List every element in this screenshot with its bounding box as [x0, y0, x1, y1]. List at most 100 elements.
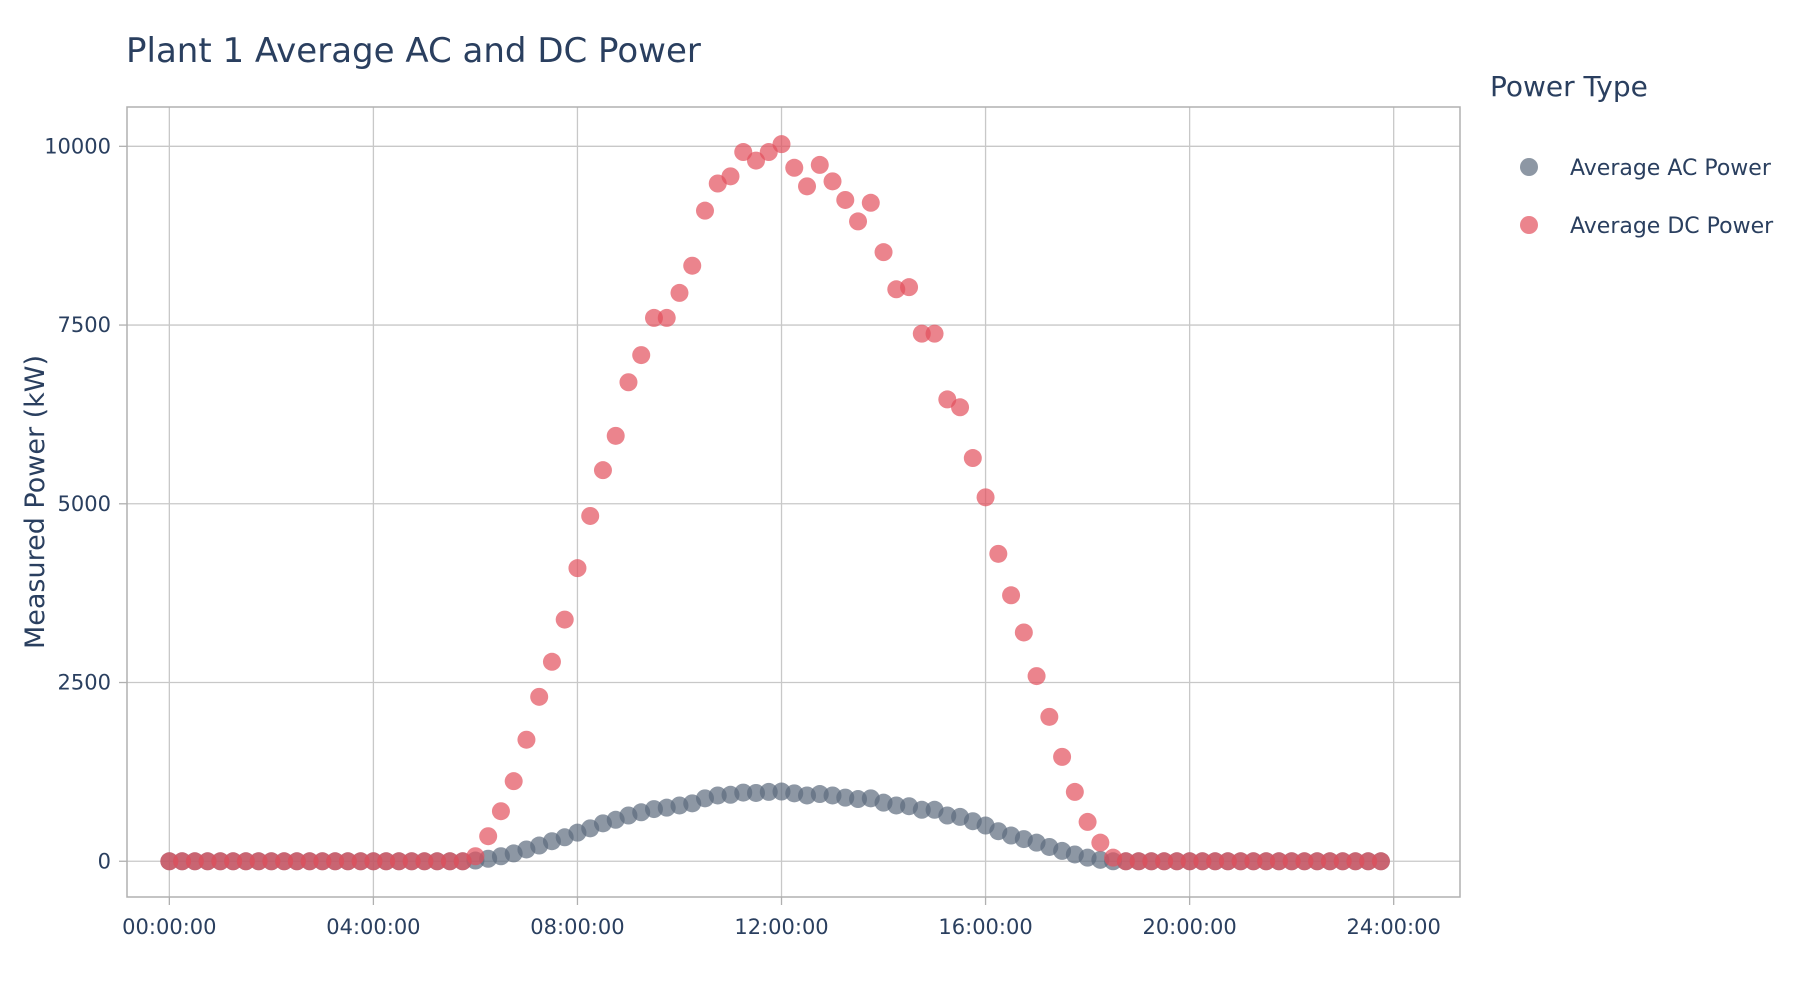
data-point-dc [1231, 852, 1250, 871]
data-point-dc [1027, 667, 1046, 686]
data-point-dc [1359, 852, 1378, 871]
data-point-dc [734, 143, 753, 162]
legend-label-dc: Average DC Power [1570, 214, 1774, 239]
data-point-dc [1116, 852, 1135, 871]
data-point-dc [951, 398, 970, 417]
x-tick-label: 16:00:00 [938, 915, 1032, 939]
data-point-dc [1002, 586, 1021, 605]
data-point-ac [912, 800, 931, 819]
plot-frame [126, 106, 1461, 898]
data-point-dc [849, 212, 868, 231]
data-point-dc [619, 373, 638, 392]
data-point-dc [338, 852, 357, 871]
data-point-dc [415, 852, 434, 871]
y-axis-ticks: 0 2500 5000 7500 10000 [44, 134, 127, 873]
data-point-dc [810, 155, 829, 174]
data-point-dc [326, 852, 345, 871]
data-point-dc [581, 506, 600, 525]
data-point-dc [785, 158, 804, 177]
data-point-dc [236, 852, 255, 871]
y-tick-label: 0 [98, 849, 111, 873]
data-point-dc [1129, 852, 1148, 871]
data-point-dc [568, 559, 587, 578]
data-point-ac [708, 786, 727, 805]
data-point-dc [1180, 852, 1199, 871]
data-point-dc [989, 544, 1008, 563]
data-point-dc [823, 172, 842, 191]
data-point-dc [657, 308, 676, 327]
y-axis-title: Measured Power (kW) [20, 355, 51, 649]
data-point-dc [1244, 852, 1263, 871]
y-tick-label: 7500 [58, 313, 111, 337]
data-point-ac [734, 783, 753, 802]
data-point-dc [185, 852, 204, 871]
data-point-dc [491, 802, 510, 821]
data-point-dc [313, 852, 332, 871]
data-point-dc [389, 852, 408, 871]
data-point-dc [173, 852, 192, 871]
data-point-dc [287, 852, 306, 871]
legend-marker-dc [1520, 216, 1538, 234]
data-point-dc [249, 852, 268, 871]
data-point-dc [721, 167, 740, 186]
legend-title: Power Type [1490, 70, 1648, 103]
legend-item-average-dc-power[interactable]: Average DC Power [1520, 214, 1774, 239]
data-point-dc [593, 461, 612, 480]
data-point-dc [1320, 852, 1339, 871]
x-axis-ticks: 00:00:00 04:00:00 08:00:00 12:00:00 16:00:00… [122, 897, 1441, 939]
data-point-dc [542, 652, 561, 671]
x-tick-label: 12:00:00 [734, 915, 828, 939]
data-point-dc [836, 190, 855, 209]
data-point-dc [211, 852, 230, 871]
data-point-dc [300, 852, 319, 871]
x-tick-label: 24:00:00 [1347, 915, 1441, 939]
data-point-dc [1333, 852, 1352, 871]
x-tick-label: 20:00:00 [1142, 915, 1236, 939]
data-point-dc [440, 852, 459, 871]
x-tick-label: 04:00:00 [326, 915, 420, 939]
legend-item-average-ac-power[interactable]: Average AC Power [1520, 156, 1772, 181]
data-point-dc [402, 852, 421, 871]
data-point-dc [874, 243, 893, 262]
y-tick-label: 10000 [44, 134, 111, 158]
data-point-dc [925, 324, 944, 343]
data-point-dc [1193, 852, 1212, 871]
data-point-dc [1014, 623, 1033, 642]
data-point-dc [1065, 782, 1084, 801]
legend: Power Type Average AC Power Average DC P… [1490, 70, 1774, 239]
data-point-dc [912, 324, 931, 343]
data-point-dc [1206, 852, 1225, 871]
data-point-dc [1053, 747, 1072, 766]
plot-area [126, 106, 1461, 898]
data-point-dc [1295, 852, 1314, 871]
data-point-dc [351, 852, 370, 871]
data-point-dc [632, 346, 651, 365]
data-point-dc [1040, 707, 1059, 726]
data-point-dc [976, 488, 995, 507]
data-point-dc [606, 426, 625, 445]
data-point-dc [1142, 852, 1161, 871]
data-point-dc [900, 278, 919, 297]
data-point-dc [1371, 852, 1390, 871]
data-point-dc [683, 256, 702, 275]
data-point-dc [530, 687, 549, 706]
chart-title: Plant 1 Average AC and DC Power [126, 31, 701, 71]
data-point-dc [517, 730, 536, 749]
data-point-dc [963, 449, 982, 468]
data-point-dc [275, 852, 294, 871]
data-point-dc [224, 852, 243, 871]
data-point-dc [1167, 852, 1186, 871]
data-point-ac [887, 796, 906, 815]
legend-label-ac: Average AC Power [1570, 156, 1772, 181]
data-point-dc [747, 151, 766, 170]
data-point-ac [759, 782, 778, 801]
data-point-dc [670, 283, 689, 302]
grid-lines [127, 107, 1460, 897]
data-point-dc [555, 610, 574, 629]
data-point-dc [1218, 852, 1237, 871]
data-point-dc [695, 201, 714, 220]
data-point-dc [364, 852, 383, 871]
data-point-dc [262, 852, 281, 871]
y-tick-label: 2500 [58, 671, 111, 695]
